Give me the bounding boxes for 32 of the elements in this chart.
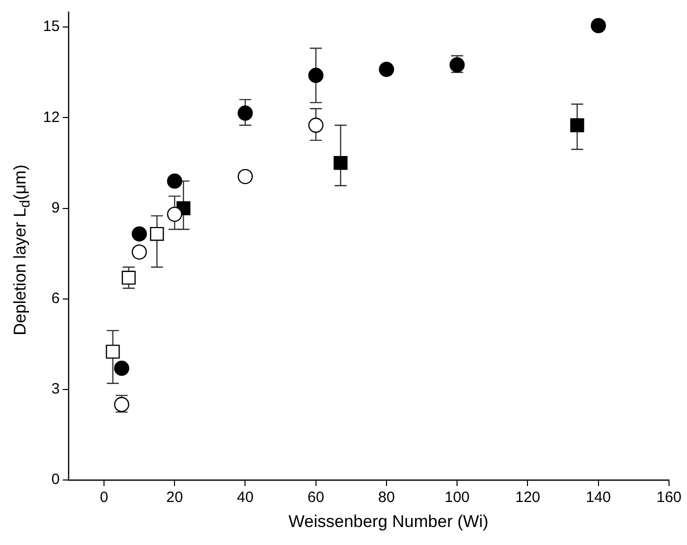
point [378,62,394,77]
y-tick-label: 3 [51,380,60,398]
y-tick-label: 0 [51,471,60,488]
point [132,226,147,242]
y-tick-label: 9 [51,199,60,216]
point [238,106,253,121]
x-axis-title: Weissenberg Number (Wi) [288,512,490,532]
point [167,173,182,189]
x-tick-label: 80 [378,489,395,506]
y-tick-label: 15 [42,18,60,36]
point [167,206,182,222]
x-tick-label: 160 [656,489,682,506]
y-tick-label: 6 [51,290,60,307]
point [106,344,120,359]
point [114,360,130,376]
point [150,226,164,241]
x-tick-label: 120 [515,489,540,506]
point [122,270,136,285]
x-tick-label: 100 [444,489,470,506]
x-tick-label: 0 [100,489,108,506]
point [132,244,147,260]
point [590,18,606,34]
point [308,68,324,84]
x-tick-label: 20 [166,489,183,506]
point [334,156,348,170]
point [570,118,584,132]
y-tick-label: 12 [42,108,60,126]
x-tick-label: 140 [586,489,611,506]
point [238,168,253,184]
x-tick-label: 40 [236,489,254,506]
point [308,118,324,133]
x-tick-label: 60 [308,489,324,506]
